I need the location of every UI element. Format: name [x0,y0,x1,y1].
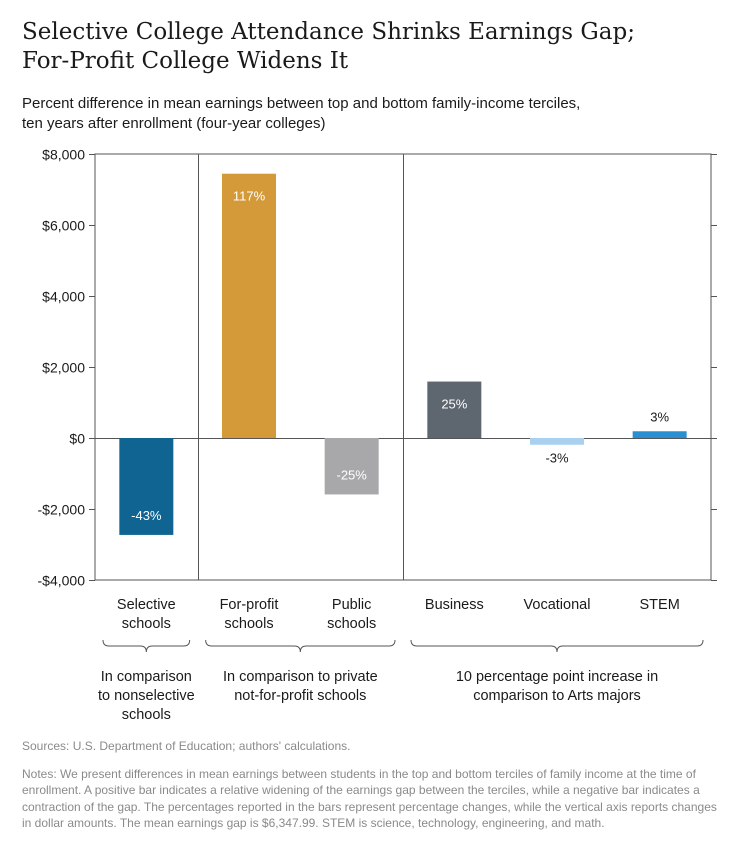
bar-value-label: 25% [441,397,467,412]
chart-title-line-1: Selective College Attendance Shrinks Ear… [22,19,635,45]
chart-title: Selective College Attendance Shrinks Ear… [22,18,722,76]
category-label: Business [425,597,484,613]
group-brace [102,639,191,653]
notes-text: Notes: We present differences in mean ea… [22,767,717,831]
chart-subtitle-line-2: ten years after enrollment (four-year co… [22,115,326,132]
bar [222,173,276,438]
group-label: In comparison [101,669,192,685]
category-label: For-profit [220,597,279,613]
category-label: schools [224,616,273,632]
bar-value-label: -3% [545,451,569,466]
category-label: Public [332,597,372,613]
sources-note: Sources: U.S. Department of Education; a… [22,739,351,753]
category-label: Selective [117,597,176,613]
y-tick-label: $8,000 [42,147,85,163]
group-label: In comparison to private [223,669,378,685]
y-tick-label: $2,000 [42,360,85,376]
group-brace [410,639,704,653]
bar [530,438,584,445]
bar [119,438,174,535]
bar [324,438,379,495]
group-label: schools [122,707,171,723]
bar-value-label: -43% [131,508,162,523]
group-brace [205,639,396,653]
y-tick-label: -$2,000 [38,502,86,518]
bar [427,381,482,438]
chart-subtitle-line-1: Percent difference in mean earnings betw… [22,95,581,112]
bar-chart: $8,000 $6,000 $4,000 $2,000 $0 -$2,000 -$4,000… [38,147,717,723]
chart-title-line-2: For-Profit College Widens It [22,48,349,74]
group-label: comparison to Arts majors [473,688,641,704]
bar-value-label: -25% [336,467,367,482]
bar-value-label: 117% [233,189,266,204]
y-tick-label: $4,000 [42,289,85,305]
y-tick-label: $6,000 [42,218,85,234]
bar-value-label: 3% [650,409,669,424]
category-label: Vocational [524,597,591,613]
y-tick-label: -$4,000 [38,573,86,589]
group-label: to nonselective [98,688,195,704]
category-label: schools [327,616,376,632]
y-tick-label: $0 [69,431,85,447]
chart-subtitle: Percent difference in mean earnings betw… [22,94,722,134]
bar [632,431,687,438]
category-label: schools [122,616,171,632]
group-label: 10 percentage point increase in [456,669,658,685]
group-label: not-for-profit schools [234,688,366,704]
category-label: STEM [640,597,680,613]
